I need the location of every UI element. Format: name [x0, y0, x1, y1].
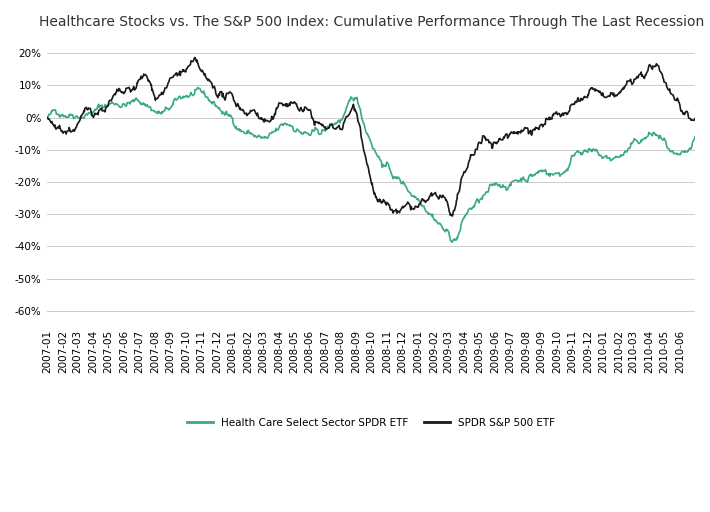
Legend: Health Care Select Sector SPDR ETF, SPDR S&P 500 ETF: Health Care Select Sector SPDR ETF, SPDR… [182, 413, 559, 432]
Title: Healthcare Stocks vs. The S&P 500 Index: Cumulative Performance Through The Last: Healthcare Stocks vs. The S&P 500 Index:… [38, 15, 704, 29]
Line: SPDR S&P 500 ETF: SPDR S&P 500 ETF [48, 57, 695, 216]
Line: Health Care Select Sector SPDR ETF: Health Care Select Sector SPDR ETF [48, 88, 695, 242]
